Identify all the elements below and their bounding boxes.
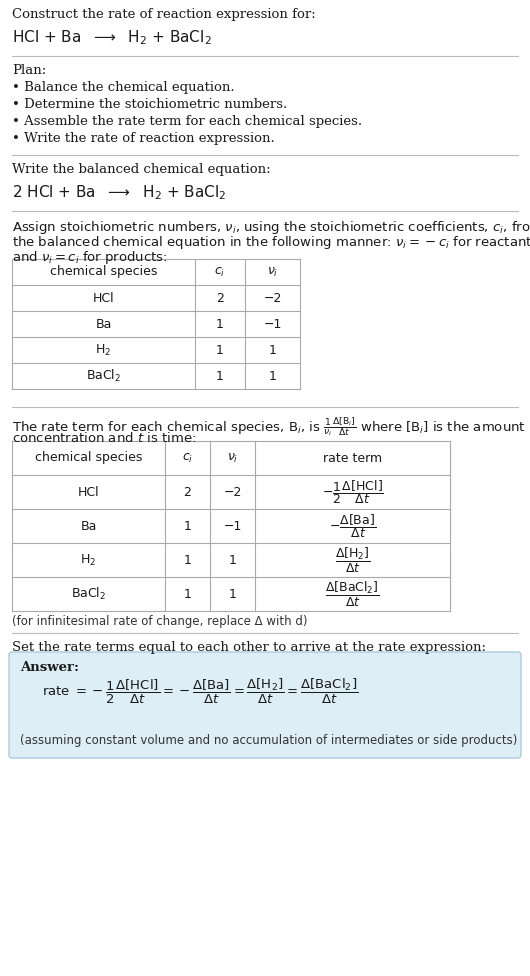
Text: Plan:: Plan: <box>12 64 46 77</box>
Text: concentration and $t$ is time:: concentration and $t$ is time: <box>12 431 196 445</box>
Text: • Determine the stoichiometric numbers.: • Determine the stoichiometric numbers. <box>12 98 287 111</box>
Text: Ba: Ba <box>95 317 112 331</box>
Text: $-\dfrac{1}{2}\dfrac{\Delta[\mathrm{HCl}]}{\Delta t}$: $-\dfrac{1}{2}\dfrac{\Delta[\mathrm{HCl}… <box>322 478 383 506</box>
Text: HCl + Ba  $\longrightarrow$  H$_2$ + BaCl$_2$: HCl + Ba $\longrightarrow$ H$_2$ + BaCl$… <box>12 28 211 47</box>
Text: 2: 2 <box>216 292 224 305</box>
Text: $c_i$: $c_i$ <box>214 265 226 278</box>
Text: 1: 1 <box>228 553 236 566</box>
Text: (for infinitesimal rate of change, replace Δ with d): (for infinitesimal rate of change, repla… <box>12 615 307 628</box>
Text: rate term: rate term <box>323 452 382 465</box>
Text: and $\nu_i = c_i$ for products:: and $\nu_i = c_i$ for products: <box>12 249 167 266</box>
Text: 2: 2 <box>183 485 191 499</box>
Text: 1: 1 <box>183 588 191 600</box>
Text: 1: 1 <box>216 370 224 383</box>
Text: BaCl$_2$: BaCl$_2$ <box>71 586 106 602</box>
Text: 1: 1 <box>183 519 191 533</box>
Text: 2 HCl + Ba  $\longrightarrow$  H$_2$ + BaCl$_2$: 2 HCl + Ba $\longrightarrow$ H$_2$ + BaC… <box>12 183 226 202</box>
Text: 1: 1 <box>216 344 224 356</box>
Text: −2: −2 <box>263 292 281 305</box>
Text: Construct the rate of reaction expression for:: Construct the rate of reaction expressio… <box>12 8 316 21</box>
Text: $\dfrac{\Delta[\mathrm{BaCl_2}]}{\Delta t}$: $\dfrac{\Delta[\mathrm{BaCl_2}]}{\Delta … <box>325 580 380 608</box>
Text: The rate term for each chemical species, B$_i$, is $\frac{1}{\nu_i}\frac{\Delta[: The rate term for each chemical species,… <box>12 415 526 438</box>
Text: H$_2$: H$_2$ <box>95 343 112 357</box>
Text: Write the balanced chemical equation:: Write the balanced chemical equation: <box>12 163 271 176</box>
Text: chemical species: chemical species <box>35 452 142 465</box>
Text: $\nu_i$: $\nu_i$ <box>227 452 238 465</box>
Text: BaCl$_2$: BaCl$_2$ <box>86 368 121 384</box>
Text: 1: 1 <box>216 317 224 331</box>
FancyBboxPatch shape <box>9 652 521 758</box>
Text: −1: −1 <box>263 317 281 331</box>
Text: (assuming constant volume and no accumulation of intermediates or side products): (assuming constant volume and no accumul… <box>20 734 517 747</box>
Text: Answer:: Answer: <box>20 661 79 674</box>
Text: $-\dfrac{\Delta[\mathrm{Ba}]}{\Delta t}$: $-\dfrac{\Delta[\mathrm{Ba}]}{\Delta t}$ <box>329 512 376 540</box>
Text: $c_i$: $c_i$ <box>182 452 193 465</box>
Text: Ba: Ba <box>81 519 96 533</box>
Text: the balanced chemical equation in the following manner: $\nu_i = -c_i$ for react: the balanced chemical equation in the fo… <box>12 234 530 251</box>
Text: −1: −1 <box>223 519 242 533</box>
Text: $\nu_i$: $\nu_i$ <box>267 265 278 278</box>
Text: • Balance the chemical equation.: • Balance the chemical equation. <box>12 81 235 94</box>
Text: chemical species: chemical species <box>50 265 157 278</box>
Text: Assign stoichiometric numbers, $\nu_i$, using the stoichiometric coefficients, $: Assign stoichiometric numbers, $\nu_i$, … <box>12 219 530 236</box>
Text: HCl: HCl <box>93 292 114 305</box>
Text: −2: −2 <box>223 485 242 499</box>
Text: Set the rate terms equal to each other to arrive at the rate expression:: Set the rate terms equal to each other t… <box>12 641 486 654</box>
Text: $\dfrac{\Delta[\mathrm{H_2}]}{\Delta t}$: $\dfrac{\Delta[\mathrm{H_2}]}{\Delta t}$ <box>334 546 370 575</box>
Text: H$_2$: H$_2$ <box>81 552 96 568</box>
Text: rate $= -\dfrac{1}{2}\dfrac{\Delta[\mathrm{HCl}]}{\Delta t} = -\dfrac{\Delta[\ma: rate $= -\dfrac{1}{2}\dfrac{\Delta[\math… <box>42 676 358 706</box>
Text: 1: 1 <box>269 370 277 383</box>
Text: 1: 1 <box>228 588 236 600</box>
Text: • Assemble the rate term for each chemical species.: • Assemble the rate term for each chemic… <box>12 115 362 128</box>
Text: HCl: HCl <box>78 485 99 499</box>
Text: • Write the rate of reaction expression.: • Write the rate of reaction expression. <box>12 132 275 145</box>
Text: 1: 1 <box>269 344 277 356</box>
Text: 1: 1 <box>183 553 191 566</box>
